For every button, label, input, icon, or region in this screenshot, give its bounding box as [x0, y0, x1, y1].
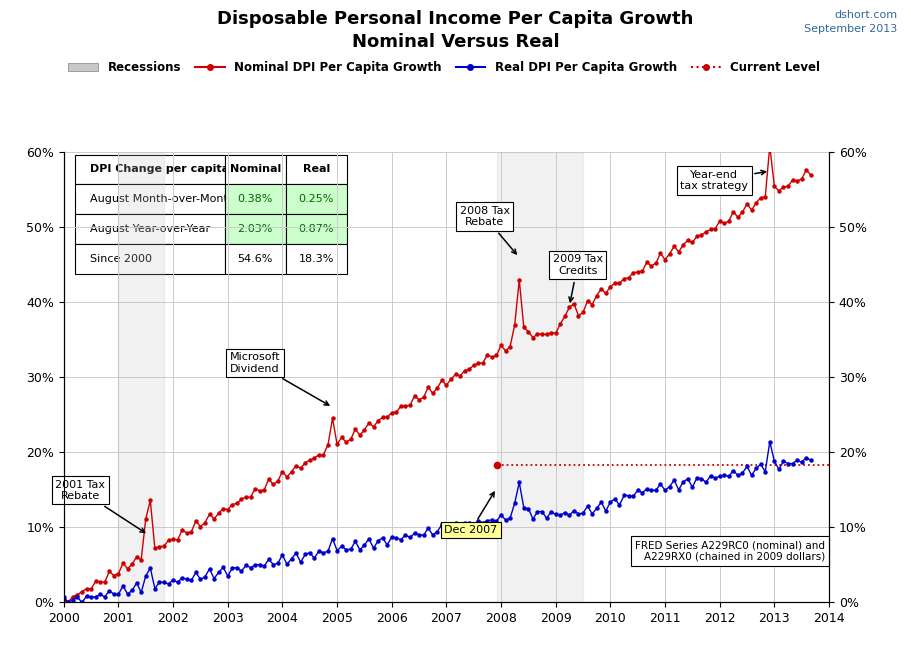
Text: Disposable Personal Income Per Capita Growth: Disposable Personal Income Per Capita Gr…: [218, 10, 693, 28]
Text: 2008 Tax
Rebate: 2008 Tax Rebate: [459, 206, 517, 254]
Bar: [496, 152, 583, 602]
Text: 2009 Tax
Credits: 2009 Tax Credits: [552, 254, 603, 302]
Text: Microsoft
Dividend: Microsoft Dividend: [230, 352, 329, 405]
Bar: [118, 152, 164, 602]
Text: 2001 Tax
Rebate: 2001 Tax Rebate: [56, 479, 145, 532]
Text: Year-end
tax strategy: Year-end tax strategy: [681, 169, 765, 191]
Text: dshort.com
September 2013: dshort.com September 2013: [804, 10, 897, 34]
Text: FRED Series A229RC0 (nominal) and
A229RX0 (chained in 2009 dollars): FRED Series A229RC0 (nominal) and A229RX…: [635, 540, 825, 562]
Text: Nominal Versus Real: Nominal Versus Real: [352, 33, 559, 51]
Text: Dec 2007: Dec 2007: [445, 493, 497, 535]
Legend: Recessions, Nominal DPI Per Capita Growth, Real DPI Per Capita Growth, Current L: Recessions, Nominal DPI Per Capita Growt…: [64, 56, 824, 79]
